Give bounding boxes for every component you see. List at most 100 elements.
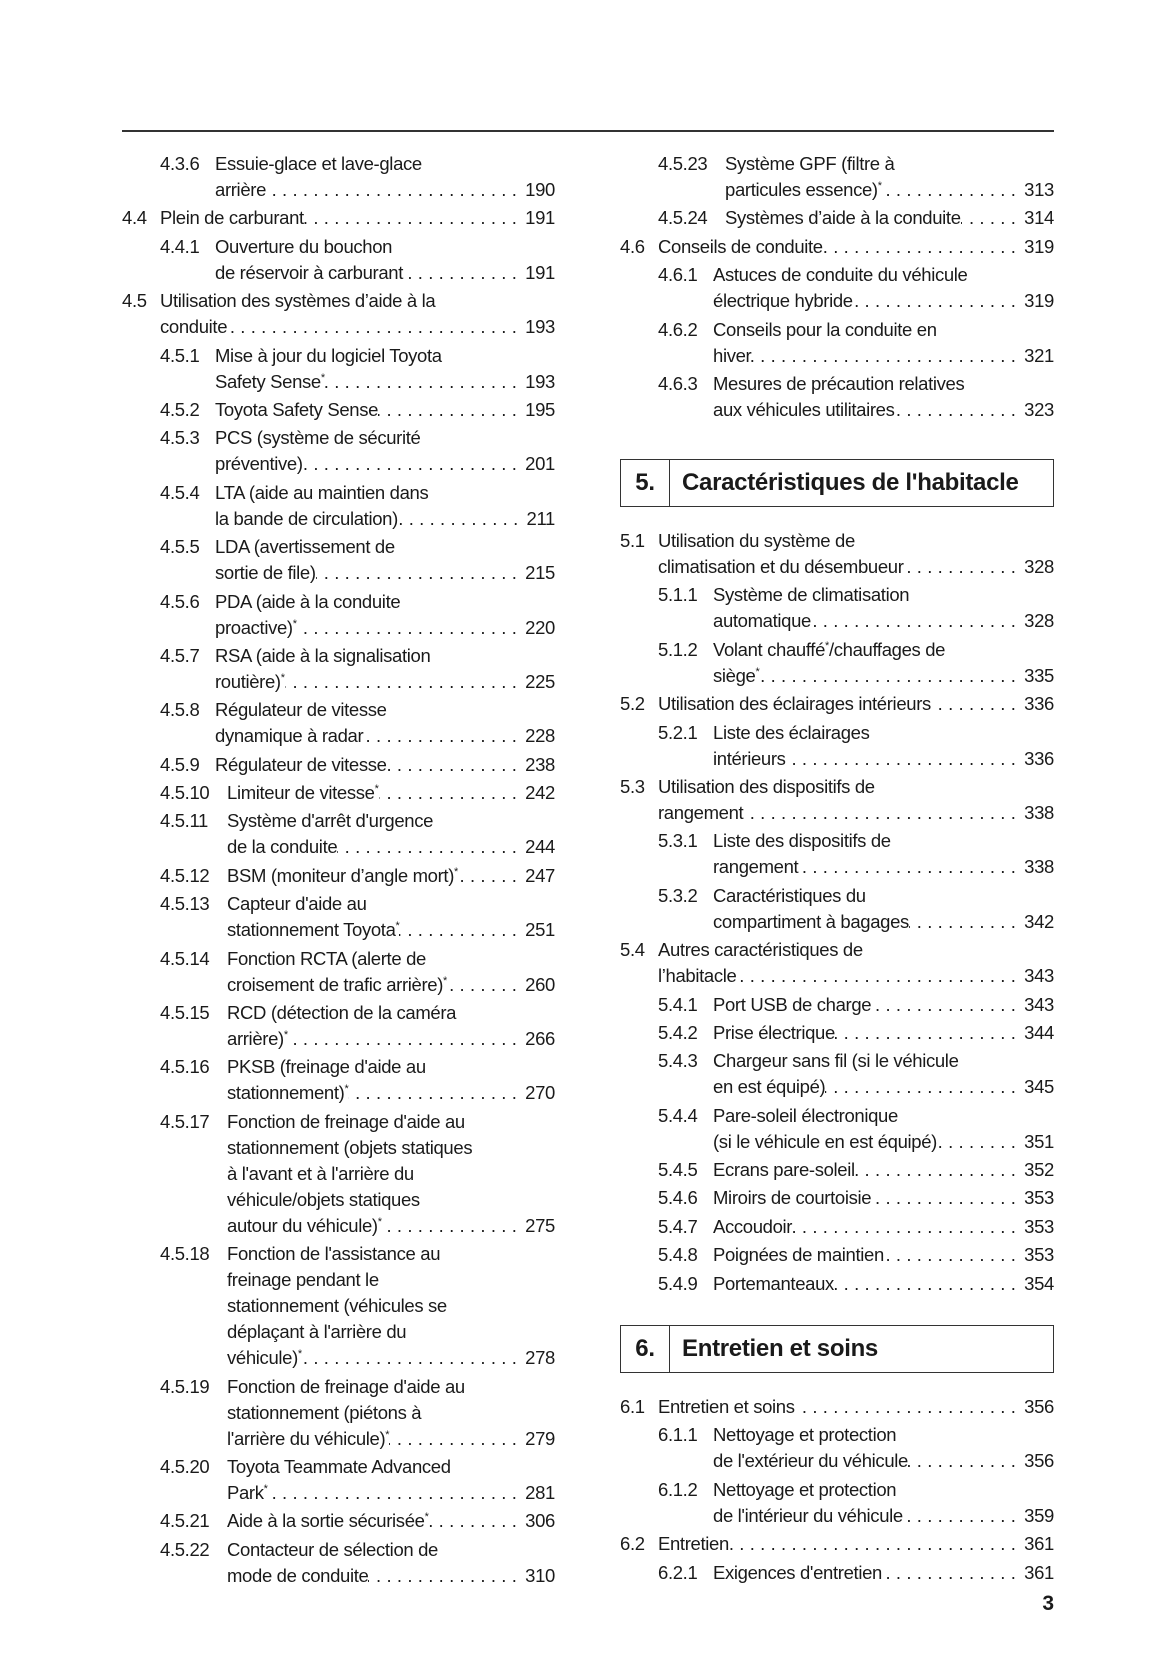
dot-leader: ........................................…	[302, 1347, 523, 1369]
toc-entry[interactable]: 5.2.1 Liste des éclairages intérieurs.....…	[658, 720, 1054, 772]
entry-page: 313	[1024, 179, 1054, 200]
toc-entry[interactable]: 4.5.22 Contacteur de sélection de mode de …	[160, 1537, 555, 1589]
page-number: 3	[1042, 1592, 1054, 1615]
toc-entry[interactable]: 4.5.11 Système d'arrêt d'urgence de la con…	[160, 808, 555, 860]
entry-page: 359	[1024, 1504, 1054, 1526]
entry-title: Fonction RCTA (alerte de	[227, 947, 426, 969]
toc-entry[interactable]: 5.4.8 Poignées de maintien...............…	[658, 1242, 1054, 1268]
toc-entry[interactable]: 5.3.2 Caractéristiques du compartiment à b…	[658, 883, 1054, 935]
entry-page: 266	[525, 1028, 555, 1050]
entry-page: 247	[525, 864, 555, 886]
toc-entry[interactable]: 5.4 Autres caractéristiques de l’habitacle…	[620, 937, 1054, 989]
toc-entry[interactable]: 4.5.17 Fonction de freinage d'aide au stat…	[160, 1109, 555, 1239]
toc-entry[interactable]: 5.1.2 Volant chauffé*/chauffages de siège*…	[658, 637, 1054, 689]
dot-leader: ........................................…	[909, 910, 1022, 932]
entry-number: 5.1.2	[658, 638, 698, 660]
toc-entry[interactable]: 6.2 Entretien............................…	[620, 1531, 1054, 1557]
entry-title: Exigences d'entretien	[713, 1561, 882, 1583]
entry-page: 251	[525, 919, 555, 941]
toc-entry[interactable]: 4.6.3 Mesures de précaution relatives aux …	[658, 371, 1054, 423]
toc-entry[interactable]: 4.5 Utilisation des systèmes d’aide à la c…	[122, 288, 555, 340]
dot-leader: ........................................…	[871, 1187, 1022, 1209]
toc-entry[interactable]: 4.5.14 Fonction RCTA (alerte de croisement…	[160, 946, 555, 998]
entry-title: autour du véhicule)*	[227, 1214, 382, 1236]
entry-page: 338	[1024, 856, 1054, 878]
toc-entry[interactable]: 4.5.9 Régulateur de vitesse..............…	[160, 752, 555, 778]
entry-page: 270	[525, 1082, 555, 1104]
entry-page: 319	[1024, 235, 1054, 257]
entry-title: Liste des éclairages	[713, 721, 870, 743]
toc-entry[interactable]: 4.5.4 LTA (aide au maintien dans la bande …	[160, 480, 555, 532]
toc-entry[interactable]: 4.5.3 PCS (système de sécurité préventive)…	[160, 425, 555, 477]
toc-entry[interactable]: 5.4.5 Ecrans pare-soleil.................…	[658, 1157, 1054, 1183]
dot-leader: ........................................…	[403, 261, 523, 283]
toc-entry[interactable]: 6.1.2 Nettoyage et protection de l'intérie…	[658, 1477, 1054, 1529]
toc-entry[interactable]: 4.5.21 Aide à la sortie sécurisée*.......…	[160, 1508, 555, 1534]
dot-leader: ........................................…	[908, 1450, 1022, 1472]
toc-entry[interactable]: 4.6 Conseils de conduite.................…	[620, 234, 1054, 260]
toc-entry[interactable]: 4.5.8 Régulateur de vitesse dynamique à ra…	[160, 697, 555, 749]
section-5-header: 5. Caractéristiques de l'habitacle	[620, 459, 1054, 507]
dot-leader: ........................................…	[428, 1510, 523, 1532]
entry-title: Régulateur de vitesse	[215, 699, 387, 721]
toc-entry[interactable]: 5.4.4 Pare-soleil électronique (si le véhi…	[658, 1103, 1054, 1155]
toc-entry[interactable]: 4.5.19 Fonction de freinage d'aide au stat…	[160, 1374, 555, 1452]
toc-entry[interactable]: 4.5.7 RSA (aide à la signalisation routièr…	[160, 643, 555, 695]
toc-entry[interactable]: 5.3.1 Liste des dispositifs de rangement..…	[658, 828, 1054, 880]
toc-entry[interactable]: 4.5.16 PKSB (freinage d'aide au stationnem…	[160, 1054, 555, 1106]
entry-number: 4.5.5	[160, 536, 200, 558]
dot-leader: ........................................…	[348, 1082, 523, 1104]
entry-number: 4.5.13	[160, 893, 210, 915]
toc-entry[interactable]: 5.4.6 Miroirs de courtoisie..............…	[658, 1185, 1054, 1211]
toc-entry[interactable]: 4.5.2 Toyota Safety Sense................…	[160, 397, 555, 423]
toc-entry[interactable]: 4.5.15 RCD (détection de la caméra arrière…	[160, 1000, 555, 1052]
toc-entry[interactable]: 4.5.1 Mise à jour du logiciel Toyota Safet…	[160, 343, 555, 395]
entry-title: freinage pendant le	[227, 1269, 379, 1291]
toc-entry[interactable]: 6.1 Entretien et soins...................…	[620, 1394, 1054, 1420]
toc-entry[interactable]: 4.5.13 Capteur d'aide au stationnement Toy…	[160, 891, 555, 943]
dot-leader: ........................................…	[288, 1028, 523, 1050]
dot-leader: ........................................…	[368, 1564, 523, 1586]
toc-entry[interactable]: 5.4.7 Accoudoir..........................…	[658, 1214, 1054, 1240]
toc-entry[interactable]: 4.5.5 LDA (avertissement de sortie de file…	[160, 534, 555, 586]
entry-title: Park*	[227, 1481, 268, 1503]
entry-title: Fonction de freinage d'aide au	[227, 1375, 465, 1397]
toc-entry[interactable]: 4.5.12 BSM (moniteur d’angle mort)*......…	[160, 863, 555, 889]
toc-entry[interactable]: 5.1 Utilisation du système de climatisatio…	[620, 528, 1054, 580]
toc-entry[interactable]: 4.5.20 Toyota Teammate Advanced Park*.....…	[160, 1454, 555, 1506]
toc-entry[interactable]: 5.2 Utilisation des éclairages intérieurs…	[620, 691, 1054, 717]
toc-entry[interactable]: 5.4.2 Prise électrique...................…	[658, 1020, 1054, 1046]
entry-title: Astuces de conduite du véhicule	[713, 264, 968, 286]
entry-title: de l'extérieur du véhicule	[713, 1450, 908, 1472]
entry-number: 5.4.7	[658, 1215, 698, 1237]
toc-entry[interactable]: 5.3 Utilisation des dispositifs de rangeme…	[620, 774, 1054, 826]
entry-page: 321	[1024, 344, 1054, 366]
entry-title: sortie de file)	[215, 562, 316, 584]
toc-entry[interactable]: 4.5.23 Système GPF (filtre à particules es…	[658, 151, 1054, 203]
toc-entry[interactable]: 4.5.18 Fonction de l'assistance au freinag…	[160, 1241, 555, 1371]
entry-page: 278	[525, 1347, 555, 1369]
toc-entry[interactable]: 4.6.2 Conseils pour la conduite en hiver..…	[658, 317, 1054, 369]
entry-title: à l'avant et à l'arrière du	[227, 1162, 414, 1184]
toc-entry[interactable]: 4.5.6 PDA (aide à la conduite proactive)*.…	[160, 589, 555, 641]
entry-page: 201	[525, 453, 555, 475]
toc-entry[interactable]: 4.5.10 Limiteur de vitesse*..............…	[160, 780, 555, 806]
toc-entry[interactable]: 4.3.6 Essuie-glace et lave-glace arrière..…	[160, 151, 555, 203]
entry-number: 5.4.5	[658, 1159, 698, 1181]
entry-title: hiver	[713, 344, 752, 366]
entry-title: LDA (avertissement de	[215, 536, 395, 558]
toc-entry[interactable]: 4.5.24 Systèmes d’aide à la conduite.....…	[658, 205, 1054, 231]
toc-entry[interactable]: 5.1.1 Système de climatisation automatique…	[658, 582, 1054, 634]
toc-entry[interactable]: 6.1.1 Nettoyage et protection de l'extérie…	[658, 1422, 1054, 1474]
toc-entry[interactable]: 4.4 Plein de carburant...................…	[122, 205, 555, 231]
dot-leader: ........................................…	[227, 316, 523, 338]
toc-entry[interactable]: 4.6.1 Astuces de conduite du véhicule élec…	[658, 262, 1054, 314]
entry-page: 314	[1024, 207, 1054, 229]
entry-page: 361	[1024, 1561, 1054, 1583]
toc-entry[interactable]: 4.4.1 Ouverture du bouchon de réservoir à …	[160, 234, 555, 286]
entry-title: arrière)*	[227, 1028, 288, 1050]
toc-entry[interactable]: 5.4.1 Port USB de charge.................…	[658, 992, 1054, 1018]
toc-entry[interactable]: 5.4.3 Chargeur sans fil (si le véhicule en…	[658, 1048, 1054, 1100]
toc-entry[interactable]: 5.4.9 Portemanteaux......................…	[658, 1271, 1054, 1297]
toc-entry[interactable]: 6.2.1 Exigences d'entretien..............…	[658, 1560, 1054, 1586]
